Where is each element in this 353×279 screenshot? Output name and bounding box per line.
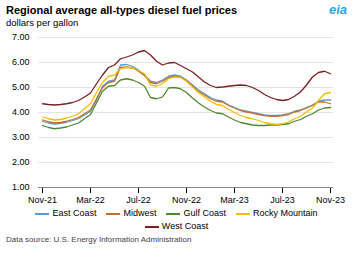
html-text:Midwest: Midwest xyxy=(123,208,157,218)
html-text:Gulf Coast: Gulf Coast xyxy=(183,208,226,218)
svg-text:Nov-21: Nov-21 xyxy=(28,195,57,205)
svg-text:5.00: 5.00 xyxy=(12,82,30,92)
svg-text:1.00: 1.00 xyxy=(12,182,30,192)
svg-text:Mar-22: Mar-22 xyxy=(76,195,105,205)
html-text:East Coast: East Coast xyxy=(52,208,97,218)
html-text:Data source: U.S. Energy Infor: Data source: U.S. Energy Information Adm… xyxy=(6,235,192,244)
svg-text:6.00: 6.00 xyxy=(12,57,30,67)
html-text:eia: eia xyxy=(328,2,347,17)
svg-text:2.00: 2.00 xyxy=(12,157,30,167)
svg-text:Jul-22: Jul-22 xyxy=(126,195,151,205)
html-text:Regional average all-types die: Regional average all-types diesel fuel p… xyxy=(6,4,238,16)
svg-text:Nov-23: Nov-23 xyxy=(316,195,345,205)
svg-text:Nov-22: Nov-22 xyxy=(172,195,201,205)
html-text:Rocky Mountain: Rocky Mountain xyxy=(253,208,318,218)
html-text:dollars per gallon: dollars per gallon xyxy=(6,17,79,28)
svg-text:Jul-23: Jul-23 xyxy=(270,195,295,205)
svg-text:Mar-23: Mar-23 xyxy=(220,195,249,205)
svg-text:3.00: 3.00 xyxy=(12,132,30,142)
svg-text:4.00: 4.00 xyxy=(12,107,30,117)
html-text:West Coast: West Coast xyxy=(161,221,209,231)
svg-text:7.00: 7.00 xyxy=(12,32,30,42)
